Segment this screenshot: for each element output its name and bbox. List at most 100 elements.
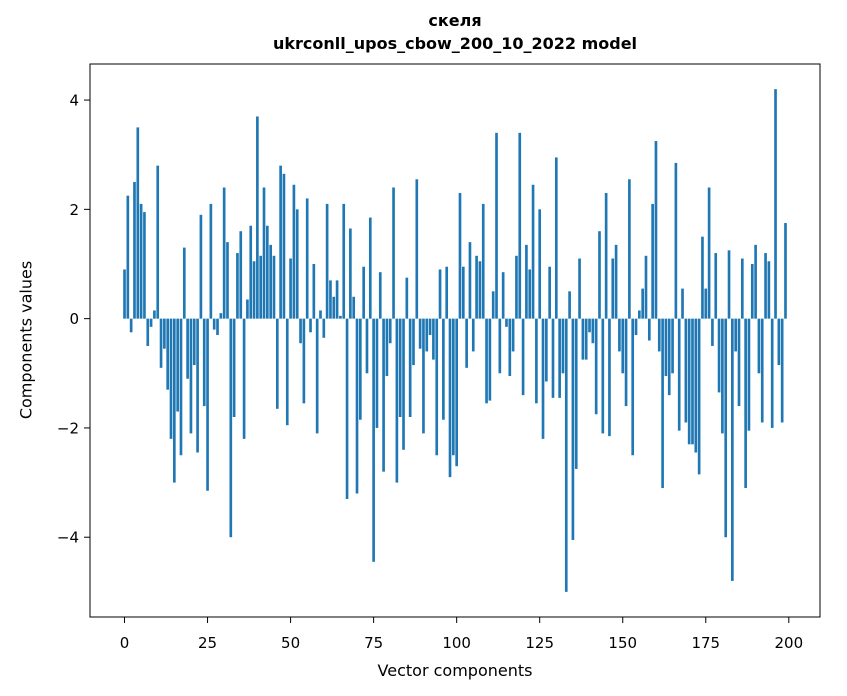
y-tick-label: −4 — [57, 529, 79, 547]
bar — [279, 165, 282, 319]
bar — [335, 280, 339, 319]
bar — [435, 318, 439, 456]
bar — [186, 318, 189, 379]
bar — [242, 318, 246, 439]
bar — [179, 318, 183, 456]
bar — [644, 255, 648, 319]
bar — [774, 89, 777, 319]
bar — [614, 244, 618, 319]
bar — [256, 116, 259, 319]
bar — [647, 318, 651, 341]
bar — [173, 318, 176, 483]
bar — [182, 247, 186, 319]
bar — [422, 318, 425, 434]
bar — [714, 253, 718, 319]
bar — [312, 264, 316, 319]
bar — [624, 318, 628, 407]
bar — [378, 272, 382, 319]
bar — [359, 318, 362, 420]
bar — [392, 187, 395, 319]
bar — [445, 266, 449, 319]
bar — [697, 318, 701, 475]
bar — [604, 192, 608, 319]
x-tick-label: 25 — [198, 634, 217, 652]
bar — [611, 258, 615, 319]
bar — [199, 214, 203, 319]
bar — [149, 318, 153, 327]
bar — [219, 313, 223, 319]
bar — [455, 318, 458, 467]
bar — [691, 318, 694, 445]
bar — [395, 318, 399, 483]
bar — [558, 318, 561, 398]
bar — [594, 318, 598, 415]
bar — [153, 310, 156, 319]
bar — [760, 318, 764, 423]
bar — [299, 318, 302, 344]
bar — [368, 217, 372, 319]
bar — [415, 179, 419, 319]
bar — [754, 244, 757, 319]
bar — [568, 291, 571, 319]
bar — [694, 318, 698, 453]
bar — [259, 255, 263, 319]
bar — [275, 318, 279, 409]
x-tick-label: 0 — [120, 634, 130, 652]
bar — [671, 318, 674, 374]
bar — [770, 318, 774, 428]
chart-title-word: скеля — [428, 11, 482, 30]
bar — [302, 318, 306, 404]
bar — [269, 244, 272, 319]
bar — [677, 318, 681, 431]
bar — [375, 318, 379, 428]
bar — [385, 318, 389, 377]
bar — [252, 261, 256, 319]
bar — [631, 318, 635, 456]
bar — [471, 318, 475, 352]
bar — [163, 318, 166, 349]
bar — [325, 203, 329, 319]
bar — [538, 209, 542, 319]
bar — [428, 318, 432, 336]
bar — [521, 318, 525, 396]
bar — [608, 318, 611, 437]
bar — [541, 318, 545, 439]
bar — [767, 261, 771, 319]
bar — [621, 318, 625, 374]
bar — [711, 318, 714, 346]
bar — [189, 318, 193, 434]
bar — [285, 318, 289, 426]
bar — [491, 291, 495, 319]
bar — [485, 318, 488, 404]
bar — [432, 318, 435, 360]
bar — [784, 223, 787, 319]
bar — [315, 318, 319, 434]
bar — [664, 318, 668, 377]
bar — [465, 318, 468, 368]
bar — [222, 187, 226, 319]
bar — [249, 225, 253, 319]
bar — [574, 318, 578, 469]
bar — [229, 318, 233, 538]
bar — [448, 318, 452, 478]
bar — [388, 318, 392, 344]
bar — [684, 318, 688, 423]
bar — [581, 318, 585, 360]
bar — [674, 162, 678, 319]
bar — [169, 318, 173, 439]
bar — [272, 255, 276, 319]
bar — [438, 269, 442, 319]
x-tick-label: 125 — [525, 634, 554, 652]
bar — [192, 318, 196, 366]
bar — [282, 173, 286, 319]
bar — [289, 258, 292, 319]
bar — [525, 244, 528, 319]
bar — [468, 242, 472, 319]
bar — [239, 231, 243, 319]
bar — [266, 225, 269, 319]
bar — [402, 318, 405, 450]
bar — [123, 269, 126, 319]
bar — [425, 318, 429, 352]
bar — [564, 318, 568, 592]
bar — [362, 266, 365, 319]
